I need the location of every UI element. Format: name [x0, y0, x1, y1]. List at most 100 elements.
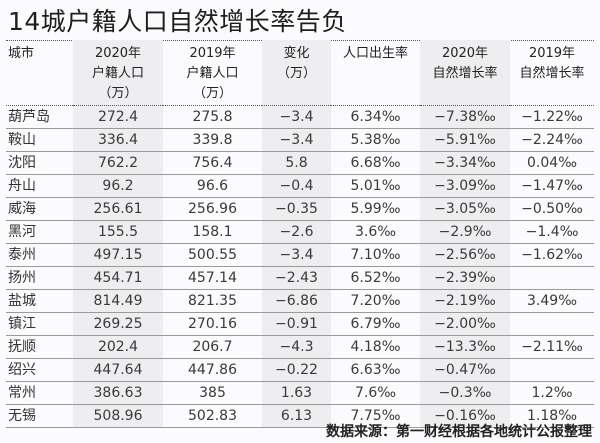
header-city-line: 城市	[8, 46, 35, 61]
table-row: 盐城 814.49 821.35 −6.86 7.20‰ −2.19‰ 3.49‰	[6, 289, 594, 313]
table-row: 绍兴 447.64 447.86 −0.22 6.63‰ −0.47‰	[6, 358, 594, 382]
cell-birth-rate: 6.79‰	[331, 312, 420, 336]
cell-growth-2020: −2.56‰	[420, 243, 510, 267]
cell-pop-2020: 202.4	[73, 335, 163, 359]
cell-change: −2.43	[262, 266, 331, 290]
table-row: 无锡 508.96 502.83 6.13 7.75‰ −0.16‰ 1.18‰	[6, 404, 594, 428]
table-row: 威海 256.61 256.96 −0.35 5.99‰ −3.05‰ −0.50‰	[6, 197, 594, 221]
cell-city: 舟山	[6, 174, 73, 198]
table-row: 镇江 269.25 270.16 −0.91 6.79‰ −2.00‰	[6, 312, 594, 336]
table-row: 常州 386.63 385 1.63 7.6‰ −0.3‰ 1.2‰	[6, 381, 594, 405]
cell-change: −3.4	[262, 128, 331, 152]
cell-change: 5.8	[262, 151, 331, 175]
header-line: 人口出生率	[342, 46, 408, 61]
cell-birth-rate: 5.38‰	[331, 128, 420, 152]
header-line: 变化	[283, 46, 310, 61]
cell-growth-2020: −2.19‰	[420, 289, 510, 313]
cell-pop-2019: 385	[163, 381, 262, 405]
cell-growth-2019: 1.2‰	[510, 381, 594, 405]
cell-pop-2020: 269.25	[73, 312, 163, 336]
cell-birth-rate: 7.75‰	[331, 404, 420, 428]
header-line: 2019年	[189, 46, 236, 61]
cell-growth-2019: −1.4‰	[510, 220, 594, 244]
cell-growth-2019	[510, 266, 594, 290]
cell-growth-2020: −5.91‰	[420, 128, 510, 152]
cell-pop-2020: 96.2	[73, 174, 163, 198]
cell-birth-rate: 6.52‰	[331, 266, 420, 290]
cell-growth-2020: −3.09‰	[420, 174, 510, 198]
header-line: 2019年	[528, 46, 576, 61]
cell-growth-2019: 1.18‰	[510, 404, 594, 428]
cell-pop-2019: 756.4	[163, 151, 262, 175]
cell-city: 泰州	[6, 243, 73, 267]
cell-growth-2019: −1.22‰	[510, 105, 594, 129]
table-row: 抚顺 202.4 206.7 −4.3 4.18‰ −13.3‰ −2.11‰	[6, 335, 594, 359]
cell-growth-2019: −1.62‰	[510, 243, 594, 267]
cell-growth-2019: −2.24‰	[510, 128, 594, 152]
cell-change: −0.22	[262, 358, 331, 382]
cell-birth-rate: 6.63‰	[331, 358, 420, 382]
header-city: 城市	[6, 40, 73, 106]
cell-growth-2020: −2.39‰	[420, 266, 510, 290]
header-line: 自然增长率	[519, 66, 585, 81]
cell-pop-2019: 275.8	[163, 105, 262, 129]
cell-pop-2019: 96.6	[163, 174, 262, 198]
cell-pop-2019: 457.14	[163, 266, 262, 290]
cell-pop-2020: 447.64	[73, 358, 163, 382]
cell-change: −3.4	[262, 243, 331, 267]
cell-pop-2020: 497.15	[73, 243, 163, 267]
cell-pop-2020: 814.49	[73, 289, 163, 313]
cell-city: 葫芦岛	[6, 105, 73, 129]
cell-growth-2020: −0.16‰	[420, 404, 510, 428]
cell-growth-2019: 3.49‰	[510, 289, 594, 313]
cell-pop-2019: 158.1	[163, 220, 262, 244]
cell-birth-rate: 3.6‰	[331, 220, 420, 244]
cell-pop-2019: 502.83	[163, 404, 262, 428]
header-line: 自然增长率	[432, 66, 498, 81]
cell-pop-2019: 339.8	[163, 128, 262, 152]
cell-growth-2020: −0.3‰	[420, 381, 510, 405]
cell-change: −0.91	[262, 312, 331, 336]
cell-growth-2019: −2.11‰	[510, 335, 594, 359]
cell-pop-2019: 500.55	[163, 243, 262, 267]
cell-pop-2019: 206.7	[163, 335, 262, 359]
cell-growth-2020: −2.9‰	[420, 220, 510, 244]
header-line: 户籍人口	[186, 66, 239, 81]
cell-change: 1.63	[262, 381, 331, 405]
cell-city: 盐城	[6, 289, 73, 313]
cell-pop-2020: 272.4	[73, 105, 163, 129]
cell-city: 无锡	[6, 404, 73, 428]
table-body: 葫芦岛 272.4 275.8 −3.4 6.34‰ −7.38‰ −1.22‰ 鞍山 336.…	[6, 105, 594, 428]
cell-city: 沈阳	[6, 151, 73, 175]
cell-city: 黑河	[6, 220, 73, 244]
data-source-note: 数据来源：第一财经根据各地统计公报整理	[326, 424, 592, 440]
cell-birth-rate: 4.18‰	[331, 335, 420, 359]
cell-pop-2019: 256.96	[163, 197, 262, 221]
cell-pop-2019: 270.16	[163, 312, 262, 336]
cell-pop-2020: 155.5	[73, 220, 163, 244]
cell-pop-2020: 386.63	[73, 381, 163, 405]
cell-city: 镇江	[6, 312, 73, 336]
table-row: 扬州 454.71 457.14 −2.43 6.52‰ −2.39‰	[6, 266, 594, 290]
cell-change: −4.3	[262, 335, 331, 359]
header-line: （万）	[192, 86, 232, 101]
cell-birth-rate: 7.6‰	[331, 381, 420, 405]
table-row: 葫芦岛 272.4 275.8 −3.4 6.34‰ −7.38‰ −1.22‰	[6, 105, 594, 129]
table-row: 舟山 96.2 96.6 −0.4 5.01‰ −3.09‰ −1.47‰	[6, 174, 594, 198]
cell-city: 威海	[6, 197, 73, 221]
cell-pop-2020: 508.96	[73, 404, 163, 428]
cell-change: −0.35	[262, 197, 331, 221]
cell-birth-rate: 6.68‰	[331, 151, 420, 175]
cell-birth-rate: 5.01‰	[331, 174, 420, 198]
page-title: 14城户籍人口自然增长率告负	[8, 7, 347, 36]
cell-birth-rate: 7.20‰	[331, 289, 420, 313]
header-growth-2019: 2019年 自然增长率	[510, 40, 594, 106]
cell-change: −3.4	[262, 105, 331, 129]
cell-growth-2019: −1.47‰	[510, 174, 594, 198]
cell-pop-2020: 256.61	[73, 197, 163, 221]
header-growth-2020: 2020年 自然增长率	[420, 40, 510, 106]
cell-change: −0.4	[262, 174, 331, 198]
header-line: （万）	[98, 86, 138, 101]
header-change: 变化 （万）	[262, 40, 331, 106]
cell-change: 6.13	[262, 404, 331, 428]
